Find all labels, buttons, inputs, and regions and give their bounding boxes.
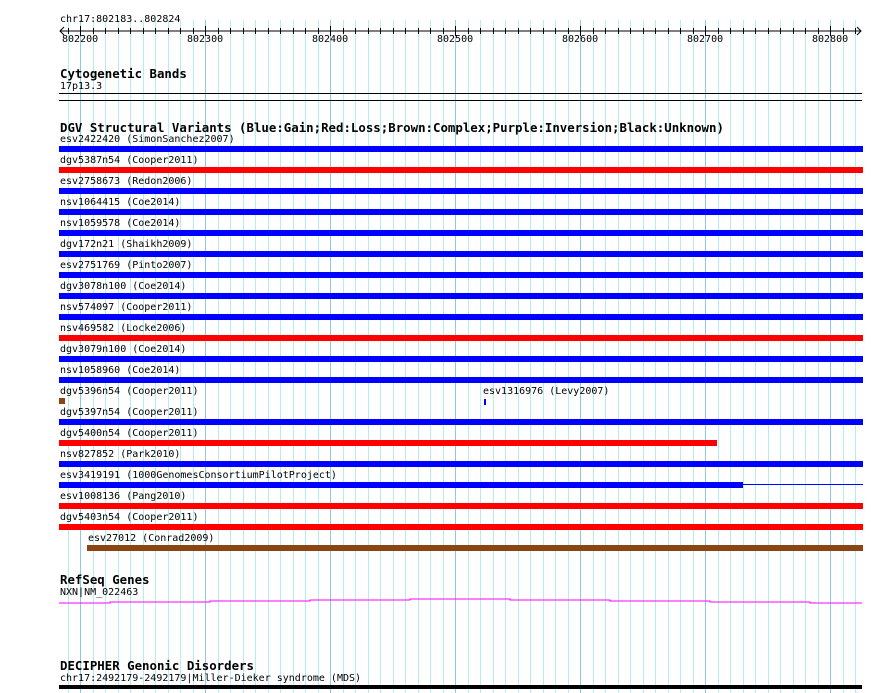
variant-label: nsv574097 (Cooper2011)	[60, 302, 193, 313]
variant-feature-gain[interactable]	[59, 209, 863, 215]
variant-feature-gain[interactable]	[59, 377, 863, 383]
variant-feature-complex[interactable]	[59, 398, 65, 404]
variant-feature-gain[interactable]	[59, 314, 863, 320]
gene-feature[interactable]	[0, 595, 890, 607]
variant-feature-loss[interactable]	[59, 167, 863, 173]
variant-label: esv2751769 (Pinto2007)	[60, 260, 193, 271]
location-label: chr17:802183..802824	[60, 14, 181, 25]
variant-feature-loss[interactable]	[59, 524, 863, 530]
variant-label: nsv469582 (Locke2006)	[60, 323, 187, 334]
variant-feature-loss[interactable]	[59, 335, 863, 341]
variant-feature-gain[interactable]	[59, 482, 743, 488]
variant-label: esv3419191 (1000GenomesConsortiumPilotPr…	[60, 470, 337, 481]
variant-label: dgv5387n54 (Cooper2011)	[60, 155, 199, 166]
ruler-tick-label: 802600	[562, 34, 599, 45]
track-title-cytogenetic-bands[interactable]: Cytogenetic Bands	[60, 66, 187, 81]
variant-label: esv27012 (Conrad2009)	[88, 533, 215, 544]
variant-feature-gain[interactable]	[59, 251, 863, 257]
track-divider	[59, 100, 862, 101]
variant-label: dgv172n21 (Shaikh2009)	[60, 239, 193, 250]
ruler-right-arrow-icon	[856, 26, 862, 36]
variant-feature-gain[interactable]	[59, 188, 863, 194]
variant-feature-gain[interactable]	[59, 356, 863, 362]
variant-label: esv2758673 (Redon2006)	[60, 176, 193, 187]
cyto-band-label: 17p13.3	[60, 81, 103, 92]
variant-feature-gain[interactable]	[59, 272, 863, 278]
variant-feature-gain[interactable]	[59, 146, 863, 152]
ruler[interactable]	[0, 24, 890, 38]
ruler-tick-label: 802800	[812, 34, 849, 45]
variant-label: dgv5403n54 (Cooper2011)	[60, 512, 199, 523]
ruler-tick-label: 802300	[187, 34, 224, 45]
variant-feature-complex[interactable]	[87, 545, 863, 551]
track-title-refseq-genes[interactable]: RefSeq Genes	[60, 572, 150, 587]
variant-feature-loss[interactable]	[59, 503, 863, 509]
variant-feature-gain[interactable]	[59, 293, 863, 299]
ruler-tick-label: 802400	[312, 34, 349, 45]
variant-label: esv1316976 (Levy2007)	[483, 386, 610, 397]
variant-label: nsv1064415 (Coe2014)	[60, 197, 181, 208]
ruler-tick-label: 802200	[62, 34, 99, 45]
variant-extension-line	[743, 484, 863, 485]
variant-feature-loss[interactable]	[59, 440, 717, 446]
variant-label: nsv1058960 (Coe2014)	[60, 365, 181, 376]
decipher-feature[interactable]	[59, 685, 862, 689]
variant-feature-gain[interactable]	[59, 461, 863, 467]
variant-label: esv1008136 (Pang2010)	[60, 491, 187, 502]
gene-label: NXN|NM_022463	[60, 587, 139, 598]
variant-feature-gain[interactable]	[59, 230, 863, 236]
variant-feature-gain[interactable]	[59, 419, 863, 425]
track-title-dgv[interactable]: DGV Structural Variants (Blue:Gain;Red:L…	[60, 120, 724, 135]
variant-label: dgv5400n54 (Cooper2011)	[60, 428, 199, 439]
variant-feature-gain[interactable]	[484, 399, 486, 405]
track-title-decipher[interactable]: DECIPHER Genonic Disorders	[60, 658, 254, 673]
ruler-left-arrow-icon	[59, 26, 65, 36]
cyto-band-feature[interactable]	[59, 93, 862, 94]
variant-label: nsv1059578 (Coe2014)	[60, 218, 181, 229]
variant-label: dgv5397n54 (Cooper2011)	[60, 407, 199, 418]
ruler-tick-label: 802700	[687, 34, 724, 45]
variant-label: dgv5396n54 (Cooper2011)	[60, 386, 199, 397]
variant-label: esv2422420 (SimonSanchez2007)	[60, 134, 235, 145]
decipher-feature-label: chr17:2492179-2492179|Miller-Dieker synd…	[60, 673, 362, 684]
variant-label: dgv3078n100 (Coe2014)	[60, 281, 187, 292]
variant-label: dgv3079n100 (Coe2014)	[60, 344, 187, 355]
variant-label: nsv827852 (Park2010)	[60, 449, 181, 460]
ruler-tick-label: 802500	[437, 34, 474, 45]
